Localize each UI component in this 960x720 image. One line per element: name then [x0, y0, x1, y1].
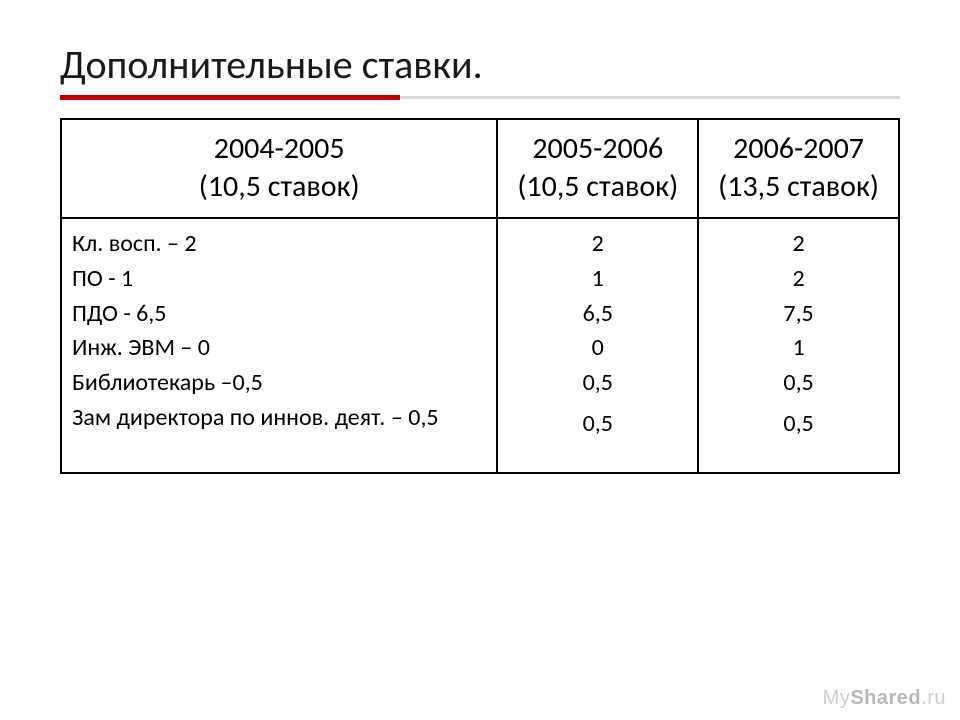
body-line: 0 — [508, 331, 687, 366]
header-cell-1: 2004-2005 (10,5 ставок) — [61, 119, 497, 218]
body-line: Зам директора по иннов. деят. – 0,5 — [72, 401, 486, 436]
watermark-ru: .ru — [921, 687, 946, 709]
table-header-row: 2004-2005 (10,5 ставок) 2005-2006 (10,5 … — [61, 119, 899, 218]
slide: Дополнительные ставки. 2004-2005 (10,5 с… — [0, 0, 960, 534]
table-body-row: Кл. восп. – 2 ПО - 1 ПДО - 6,5 Инж. ЭВМ … — [61, 218, 899, 473]
body-line: 0,5 — [709, 366, 888, 401]
body-cell-1: Кл. восп. – 2 ПО - 1 ПДО - 6,5 Инж. ЭВМ … — [61, 218, 497, 473]
body-line: 2 — [508, 227, 687, 262]
accent-gray-bar — [400, 96, 900, 99]
body-line: 1 — [508, 262, 687, 297]
header-cell-3: 2006-2007 (13,5 ставок) — [698, 119, 899, 218]
body-cell-3: 2 2 7,5 1 0,5 0,5 — [698, 218, 899, 473]
body-line: 2 — [709, 227, 888, 262]
header-year-3: 2006-2007 — [707, 130, 890, 168]
body-line: 6,5 — [508, 297, 687, 332]
body-line: 0,5 — [508, 407, 687, 442]
body-line: Инж. ЭВМ – 0 — [72, 331, 486, 366]
page-title: Дополнительные ставки. — [60, 40, 900, 93]
body-line: 0,5 — [508, 366, 687, 401]
body-line: ПДО - 6,5 — [72, 297, 486, 332]
body-line: Кл. восп. – 2 — [72, 227, 486, 262]
watermark-my: My — [823, 687, 851, 709]
body-line: Библиотекарь –0,5 — [72, 366, 486, 401]
title-underline — [60, 95, 900, 100]
body-line: 1 — [709, 331, 888, 366]
body-line: 7,5 — [709, 297, 888, 332]
body-line: ПО - 1 — [72, 262, 486, 297]
body-line: 0,5 — [709, 407, 888, 442]
header-count-3: (13,5 ставок) — [707, 168, 890, 206]
header-year-1: 2004-2005 — [70, 130, 488, 168]
accent-red-bar — [60, 95, 400, 100]
header-count-2: (10,5 ставок) — [506, 168, 689, 206]
body-cell-2: 2 1 6,5 0 0,5 0,5 — [497, 218, 698, 473]
watermark: MyShared.ru — [823, 687, 946, 710]
body-line: 2 — [709, 262, 888, 297]
watermark-shared: Shared — [850, 687, 921, 709]
rates-table: 2004-2005 (10,5 ставок) 2005-2006 (10,5 … — [60, 118, 900, 474]
header-cell-2: 2005-2006 (10,5 ставок) — [497, 119, 698, 218]
header-year-2: 2005-2006 — [506, 130, 689, 168]
title-block: Дополнительные ставки. — [60, 40, 900, 100]
header-count-1: (10,5 ставок) — [70, 168, 488, 206]
